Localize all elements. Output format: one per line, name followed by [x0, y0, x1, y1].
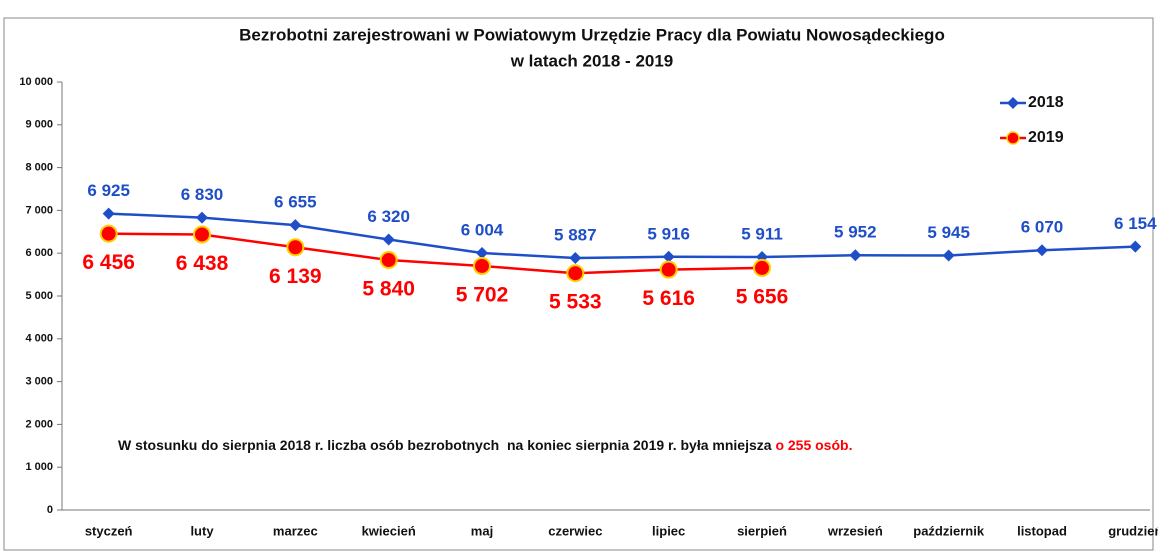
- x-tick-label: luty: [190, 523, 214, 538]
- data-label: 6 004: [461, 221, 504, 240]
- data-label: 5 702: [456, 284, 509, 307]
- annotation-text: W stosunku do sierpnia 2018 r. liczba os…: [118, 437, 772, 453]
- point: [659, 260, 678, 279]
- point: [476, 247, 488, 260]
- y-tick-label: 1 000: [25, 461, 53, 473]
- y-tick-label: 4 000: [25, 333, 53, 345]
- x-tick-label: grudzień: [1108, 523, 1158, 538]
- data-label: 5 911: [741, 224, 783, 243]
- point: [193, 225, 211, 244]
- data-label: 5 840: [362, 278, 415, 301]
- chart-subtitle: w latach 2018 - 2019: [510, 51, 674, 70]
- series-line: [108, 212, 1136, 260]
- data-label: 5 656: [736, 285, 789, 308]
- y-tick-label: 8 000: [25, 162, 53, 174]
- point: [662, 250, 675, 263]
- point: [102, 207, 115, 220]
- x-tick-label: czerwiec: [548, 523, 602, 538]
- point: [286, 238, 305, 257]
- data-label: 6 830: [181, 185, 224, 204]
- data-label: 6 070: [1021, 218, 1064, 237]
- y-tick-label: 7 000: [25, 204, 53, 216]
- y-tick-label: 10 000: [19, 76, 53, 88]
- data-label: 5 916: [647, 224, 690, 243]
- annotation: W stosunku do sierpnia 2018 r. liczba os…: [118, 437, 852, 453]
- y-tick-label: 5 000: [25, 290, 53, 302]
- legend-label: 2019: [1028, 129, 1064, 146]
- point: [1036, 244, 1048, 257]
- point: [942, 249, 955, 262]
- data-label: 5 945: [927, 223, 970, 242]
- x-tick-label: kwiecień: [362, 523, 416, 538]
- chart-frame: [3, 17, 1154, 551]
- point: [379, 251, 398, 270]
- data-label: 6 139: [269, 265, 322, 288]
- chart-title: Bezrobotni zarejestrowani w Powiatowym U…: [239, 25, 945, 44]
- point: [566, 264, 585, 283]
- point: [753, 258, 771, 277]
- data-label: 6 655: [274, 193, 317, 212]
- annotation-highlight: o 255 osób.: [775, 437, 852, 453]
- point: [473, 256, 491, 275]
- point: [569, 252, 582, 265]
- point: [1129, 240, 1142, 253]
- series-line: [108, 232, 763, 275]
- legend-marker: [1006, 131, 1020, 145]
- point: [289, 219, 302, 232]
- y-tick-label: 6 000: [25, 247, 53, 259]
- y-tick-label: 9 000: [25, 119, 53, 131]
- data-label: 6 438: [176, 252, 229, 275]
- point: [849, 249, 862, 262]
- data-label: 6 154: [1114, 214, 1157, 233]
- x-tick-label: wrzesień: [827, 523, 883, 538]
- x-tick-label: marzec: [273, 523, 318, 538]
- x-tick-label: sierpień: [737, 523, 787, 538]
- y-tick-label: 3 000: [25, 376, 53, 388]
- data-label: 6 456: [82, 251, 135, 274]
- x-tick-label: maj: [471, 523, 493, 538]
- legend-label: 2018: [1028, 94, 1064, 111]
- data-label: 5 952: [834, 223, 877, 242]
- data-label: 6 320: [367, 207, 410, 226]
- x-tick-label: styczeń: [85, 523, 133, 538]
- data-label: 6 925: [87, 181, 130, 200]
- point: [99, 224, 118, 243]
- point: [196, 211, 208, 224]
- data-label: 5 616: [642, 287, 695, 310]
- y-tick-label: 0: [47, 504, 53, 516]
- x-tick-label: lipiec: [652, 523, 685, 538]
- x-tick-label: październik: [913, 523, 985, 538]
- y-tick-label: 2 000: [25, 418, 53, 430]
- legend-marker: [1007, 97, 1019, 109]
- data-label: 5 533: [549, 291, 602, 314]
- point: [382, 233, 395, 246]
- data-label: 5 887: [554, 226, 597, 245]
- x-tick-label: listopad: [1017, 523, 1067, 538]
